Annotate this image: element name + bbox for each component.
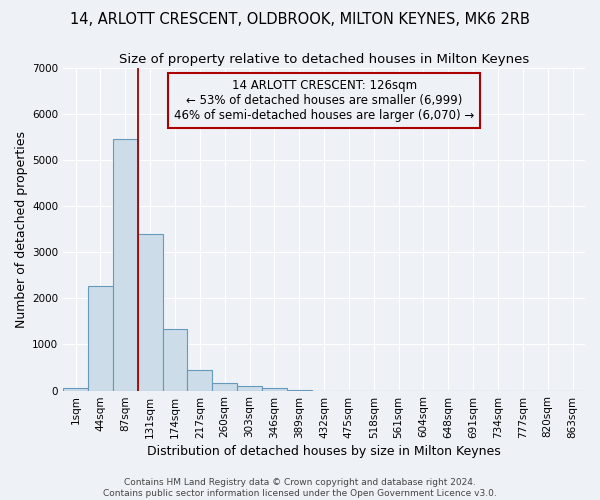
Bar <box>113 140 138 390</box>
Bar <box>63 388 88 390</box>
Y-axis label: Number of detached properties: Number of detached properties <box>15 131 28 328</box>
Bar <box>138 234 163 390</box>
Text: 14, ARLOTT CRESCENT, OLDBROOK, MILTON KEYNES, MK6 2RB: 14, ARLOTT CRESCENT, OLDBROOK, MILTON KE… <box>70 12 530 28</box>
Bar <box>187 370 212 390</box>
Bar <box>262 388 287 390</box>
Text: Contains HM Land Registry data © Crown copyright and database right 2024.
Contai: Contains HM Land Registry data © Crown c… <box>103 478 497 498</box>
Title: Size of property relative to detached houses in Milton Keynes: Size of property relative to detached ho… <box>119 52 529 66</box>
Bar <box>88 286 113 391</box>
Bar <box>237 386 262 390</box>
Bar <box>212 382 237 390</box>
Text: 14 ARLOTT CRESCENT: 126sqm
← 53% of detached houses are smaller (6,999)
46% of s: 14 ARLOTT CRESCENT: 126sqm ← 53% of deta… <box>174 80 474 122</box>
Bar <box>163 329 187 390</box>
X-axis label: Distribution of detached houses by size in Milton Keynes: Distribution of detached houses by size … <box>147 444 501 458</box>
